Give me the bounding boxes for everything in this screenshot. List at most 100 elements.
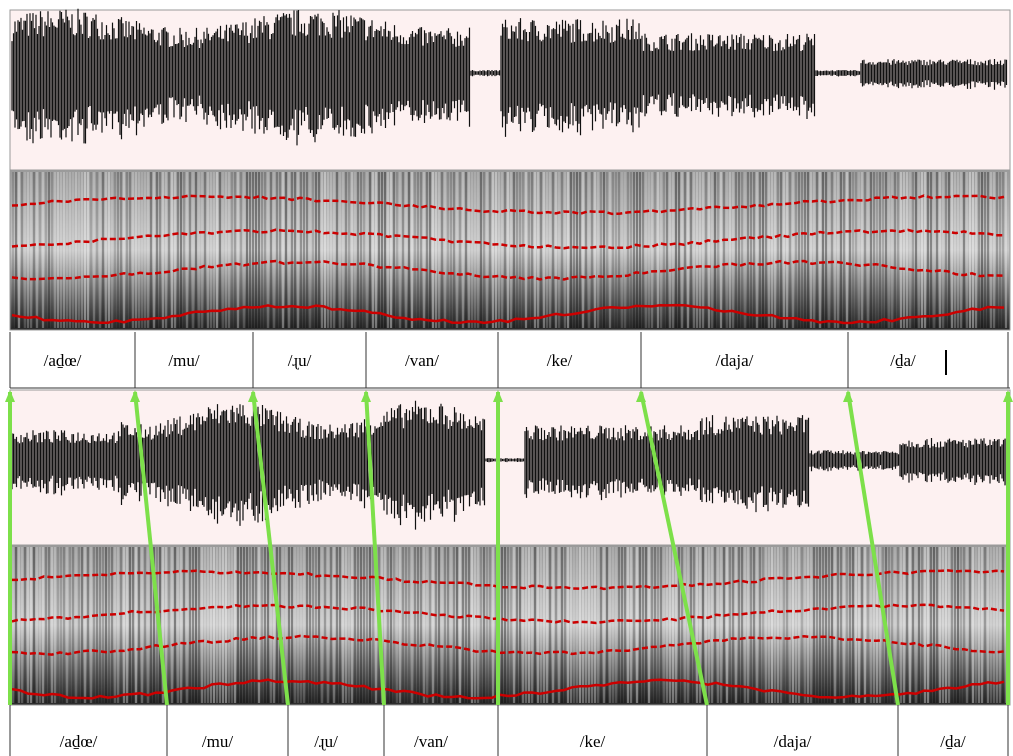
spectrogram-stripe [111,172,113,328]
spectrogram-stripe [138,547,140,703]
spectrogram-stripe [312,547,314,703]
spectrogram-stripe [60,547,62,703]
spectrogram-stripe [501,547,503,703]
spectrogram-stripe [576,172,578,328]
spectrogram-stripe [339,547,341,703]
spectrogram-stripe [180,547,182,703]
spectrogram-stripe [804,547,806,703]
spectrogram-stripe [639,172,641,328]
spectrogram-stripe [825,172,827,328]
spectrogram-stripe [102,172,104,328]
spectrogram-stripe [225,172,227,328]
spectrogram-stripe [357,547,359,703]
spectrogram-stripe [561,547,563,703]
spectrogram-stripe [456,547,458,703]
spectrogram-stripe [939,172,941,328]
spectrogram-stripe [741,547,743,703]
spectrogram-stripe [639,547,641,703]
spectrogram-stripe [108,172,110,328]
spectrogram-stripe [384,172,386,328]
spectrogram-stripe [543,172,545,328]
spectrogram-stripe [447,172,449,328]
spectrogram-stripe [891,172,893,328]
spectrogram-stripe [516,172,518,328]
spectrogram-stripe [654,172,656,328]
spectrogram-stripe [156,172,158,328]
segment-label: /ke/ [580,732,606,751]
spectrogram-stripe [483,172,485,328]
spectrogram-stripe [645,172,647,328]
spectrogram-stripe [579,172,581,328]
spectrogram-stripe [423,547,425,703]
spectrogram-stripe [534,547,536,703]
segment-label: /daja/ [774,732,812,751]
spectrogram-stripe [60,172,62,328]
spectrogram-stripe [477,547,479,703]
spectrogram-stripe [63,172,65,328]
spectrogram-stripe [843,172,845,328]
spectrogram-stripe [87,172,89,328]
spectrogram-stripe [348,172,350,328]
spectrogram-stripe [33,172,35,328]
spectrogram-stripe [249,172,251,328]
spectrogram-stripe [531,172,533,328]
spectrogram-stripe [93,547,95,703]
spectrogram-stripe [129,547,131,703]
spectrogram-stripe [429,172,431,328]
spectrogram-stripe [855,547,857,703]
spectrogram-stripe [111,547,113,703]
spectrogram-stripe [771,547,773,703]
spectrogram-stripe [777,547,779,703]
spectrogram-stripe [828,172,830,328]
spectrogram-stripe [444,547,446,703]
spectrogram-stripe [888,172,890,328]
spectrogram-stripe [732,172,734,328]
spectrogram-stripe [492,172,494,328]
spectrogram-stripe [450,547,452,703]
spectrogram-stripe [822,172,824,328]
spectrogram-stripe [105,547,107,703]
spectrogram-stripe [564,547,566,703]
spectrogram-stripe [348,547,350,703]
spectrogram-stripe [564,172,566,328]
spectrogram-stripe [867,547,869,703]
spectrogram-stripe [165,172,167,328]
spectrogram-stripe [366,172,368,328]
spectrogram-stripe [912,172,914,328]
spectrogram-stripe [507,547,509,703]
spectrogram-stripe [876,172,878,328]
spectrogram-stripe [630,547,632,703]
spectrogram-stripe [126,172,128,328]
spectrogram-stripe [618,172,620,328]
spectrogram-stripe [495,172,497,328]
spectrogram-stripe [342,547,344,703]
spectrogram-stripe [45,172,47,328]
spectrogram-stripe [699,172,701,328]
spectrogram-stripe [951,172,953,328]
spectrogram-stripe [72,172,74,328]
spectrogram-stripe [108,547,110,703]
spectrogram-stripe [996,172,998,328]
spectrogram-stripe [414,547,416,703]
spectrogram-stripe [480,547,482,703]
spectrogram-stripe [918,547,920,703]
spectrogram-stripe [336,172,338,328]
spectrogram-stripe [438,172,440,328]
spectrogram-stripe [300,547,302,703]
spectrogram-stripe [831,172,833,328]
spectrogram-stripe [75,547,77,703]
spectrogram-stripe [972,547,974,703]
spectrogram-stripe [402,547,404,703]
spectrogram-stripe [84,547,86,703]
spectrogram-stripe [309,547,311,703]
spectrogram-stripe [396,172,398,328]
spectrogram-stripe [372,172,374,328]
spectrogram-stripe [393,172,395,328]
spectrogram-stripe [858,547,860,703]
spectrogram-stripe [825,547,827,703]
spectrogram-stripe [888,547,890,703]
spectrogram-stripe [435,172,437,328]
spectrogram-stripe [954,547,956,703]
spectrogram-stripe [798,547,800,703]
spectrogram-stripe [459,547,461,703]
